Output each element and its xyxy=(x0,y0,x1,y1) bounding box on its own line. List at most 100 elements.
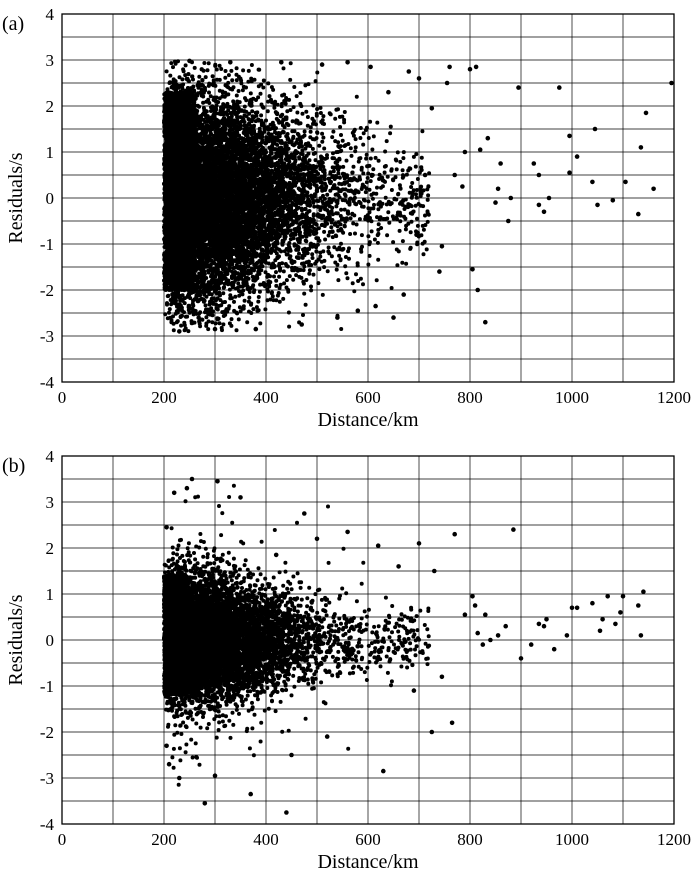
data-point xyxy=(338,258,343,263)
data-point xyxy=(331,151,335,156)
data-point xyxy=(322,229,327,234)
data-point xyxy=(220,328,224,333)
data-point xyxy=(192,65,197,70)
data-point xyxy=(325,192,330,197)
data-point xyxy=(307,271,312,276)
data-point xyxy=(424,247,429,252)
data-point xyxy=(171,77,176,82)
data-point xyxy=(295,131,300,136)
data-point xyxy=(169,61,174,66)
data-point xyxy=(237,305,242,310)
data-point xyxy=(312,204,317,209)
data-point xyxy=(280,188,285,193)
data-point xyxy=(310,256,315,260)
data-point xyxy=(376,222,381,227)
data-point xyxy=(376,207,381,212)
data-point xyxy=(210,74,215,79)
data-point xyxy=(348,216,353,221)
data-point xyxy=(356,279,361,283)
data-point xyxy=(263,141,268,146)
data-point xyxy=(234,78,239,83)
data-point xyxy=(297,251,301,256)
data-point xyxy=(376,158,381,163)
data-point xyxy=(326,249,331,254)
data-point xyxy=(163,312,168,317)
data-point xyxy=(282,125,287,130)
data-point xyxy=(366,136,371,140)
data-point xyxy=(309,288,314,293)
data-point xyxy=(404,261,409,266)
data-point xyxy=(387,220,392,225)
data-point xyxy=(366,234,371,239)
data-point xyxy=(205,68,210,73)
data-point xyxy=(370,196,375,201)
data-point xyxy=(323,237,328,242)
data-point xyxy=(265,298,270,303)
data-point xyxy=(426,193,431,198)
data-point xyxy=(255,110,260,115)
data-point xyxy=(361,282,365,287)
data-point xyxy=(266,289,270,294)
data-point xyxy=(297,155,302,160)
data-point xyxy=(249,63,254,67)
grid-lines xyxy=(62,14,674,382)
data-point xyxy=(206,327,211,332)
data-point xyxy=(313,158,318,163)
data-point xyxy=(358,156,363,161)
data-point xyxy=(329,225,334,230)
data-point xyxy=(418,194,423,198)
data-point xyxy=(229,68,234,73)
data-point xyxy=(369,229,374,234)
data-point xyxy=(403,216,408,221)
data-point xyxy=(236,89,241,93)
data-point xyxy=(364,152,369,157)
data-point xyxy=(308,182,313,187)
data-point xyxy=(305,115,310,119)
data-point xyxy=(415,223,420,228)
data-point xyxy=(388,131,393,136)
data-point xyxy=(291,105,296,110)
data-point xyxy=(374,191,379,196)
data-point xyxy=(414,192,418,197)
data-point xyxy=(290,119,295,124)
data-point xyxy=(265,109,270,114)
data-point xyxy=(371,134,376,139)
data-point xyxy=(334,267,339,272)
data-point xyxy=(361,171,366,176)
data-point xyxy=(384,139,389,144)
data-point xyxy=(287,324,292,329)
data-point xyxy=(373,155,378,160)
data-point xyxy=(383,195,388,200)
data-point xyxy=(410,181,415,185)
data-point xyxy=(336,278,341,283)
data-point xyxy=(273,130,277,135)
data-point xyxy=(165,302,169,307)
data-points xyxy=(162,58,674,334)
data-point xyxy=(223,69,228,73)
data-point xyxy=(247,309,251,314)
data-point xyxy=(346,249,351,254)
data-point xyxy=(294,273,299,278)
data-point xyxy=(286,310,291,315)
data-point xyxy=(183,314,188,319)
data-point xyxy=(241,304,246,309)
data-point xyxy=(368,119,373,124)
data-point xyxy=(303,83,308,88)
data-point xyxy=(281,296,286,301)
data-point xyxy=(267,94,272,99)
data-point xyxy=(283,101,288,106)
data-point xyxy=(229,317,234,322)
data-point xyxy=(320,131,325,136)
data-point xyxy=(211,78,216,83)
data-point xyxy=(210,104,215,109)
data-point xyxy=(398,186,403,191)
data-point xyxy=(357,217,362,222)
data-point xyxy=(227,287,232,292)
data-point xyxy=(366,262,371,267)
data-point xyxy=(358,276,363,281)
data-point xyxy=(203,303,208,308)
data-point xyxy=(366,199,371,204)
data-point xyxy=(288,77,293,82)
data-point xyxy=(313,151,318,155)
data-point xyxy=(315,70,320,75)
